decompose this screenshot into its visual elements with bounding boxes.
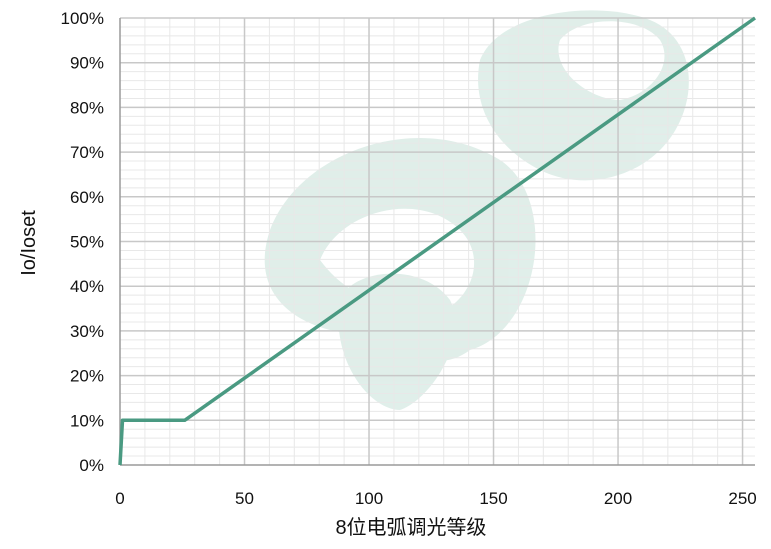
x-tick-label: 150	[479, 489, 507, 508]
y-tick-label: 20%	[70, 367, 104, 386]
x-tick-label: 50	[235, 489, 254, 508]
x-tick-label: 0	[115, 489, 124, 508]
grid	[120, 17, 755, 465]
y-tick-label: 100%	[61, 9, 104, 28]
y-tick-label: 60%	[70, 188, 104, 207]
series-group	[118, 16, 757, 466]
y-tick-label: 70%	[70, 143, 104, 162]
y-tick-label: 30%	[70, 322, 104, 341]
x-tick-label: 250	[728, 489, 756, 508]
y-tick-label: 0%	[79, 456, 104, 475]
series-line	[118, 16, 757, 466]
watermark-logo	[264, 10, 689, 410]
y-tick-label: 80%	[70, 98, 104, 117]
x-tick-label: 200	[604, 489, 632, 508]
y-tick-label: 40%	[70, 277, 104, 296]
x-tick-label: 100	[355, 489, 383, 508]
axes	[119, 18, 755, 466]
y-tick-label: 10%	[70, 411, 104, 430]
y-tick-label: 50%	[70, 233, 104, 252]
y-tick-label: 90%	[70, 54, 104, 73]
x-axis-label: 8位电弧调光等级	[335, 516, 486, 539]
tick-labels: 0 50 100 150 200 250 0% 10% 20% 30% 40% 50% 60% 70% 80…	[61, 9, 757, 508]
y-axis-label: Io/Ioset	[18, 210, 40, 276]
